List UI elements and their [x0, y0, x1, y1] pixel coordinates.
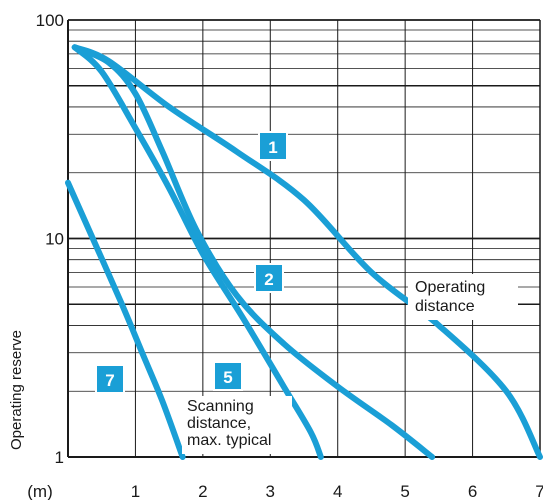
- curve-2: [71, 44, 436, 460]
- badge-2-label: 2: [264, 270, 273, 289]
- badge-1-label: 1: [268, 138, 277, 157]
- curve-7: [65, 179, 186, 460]
- x-tick-label: 3: [266, 482, 275, 500]
- badge-1-box: [260, 133, 286, 159]
- y-axis-label: Operating reserve: [8, 330, 25, 450]
- scanning-distance-label: Scanning: [187, 398, 254, 415]
- grid-lines: [68, 19, 541, 458]
- scanning-distance-label: max. typical: [187, 432, 271, 449]
- x-tick-label: (m): [27, 482, 52, 500]
- y-tick-label: 1: [55, 448, 64, 467]
- scanning-distance-bg: [182, 396, 292, 454]
- badge-5-label: 5: [223, 368, 232, 387]
- x-tick-label: 2: [198, 482, 207, 500]
- badge-7: 7: [95, 364, 125, 394]
- x-tick-label: 7: [535, 482, 543, 500]
- curve-5: [71, 44, 324, 460]
- badge-7-box: [97, 366, 123, 392]
- curve-1: [71, 44, 543, 460]
- scanning-distance-label: distance,: [187, 415, 251, 432]
- x-tick-label: 6: [468, 482, 477, 500]
- operating-distance-bg: [408, 274, 518, 320]
- badge-5: 5: [213, 361, 243, 391]
- y-tick-label: 100: [36, 11, 64, 30]
- x-tick-label: 1: [131, 482, 140, 500]
- badge-2-box: [256, 265, 282, 291]
- badge-1: 1: [258, 131, 288, 161]
- operating-distance-label: Operating: [415, 279, 485, 296]
- curve-group: [65, 44, 543, 460]
- badge-5-box: [215, 363, 241, 389]
- axis-lines: [67, 19, 540, 458]
- x-tick-label: 4: [333, 482, 342, 500]
- x-tick-label: 5: [400, 482, 409, 500]
- badge-7-label: 7: [105, 371, 114, 390]
- y-tick-label: 10: [45, 230, 64, 249]
- operating-distance-label: distance: [415, 298, 475, 315]
- curve-badges: 1 2 5 7: [95, 131, 288, 394]
- badge-2: 2: [254, 263, 284, 293]
